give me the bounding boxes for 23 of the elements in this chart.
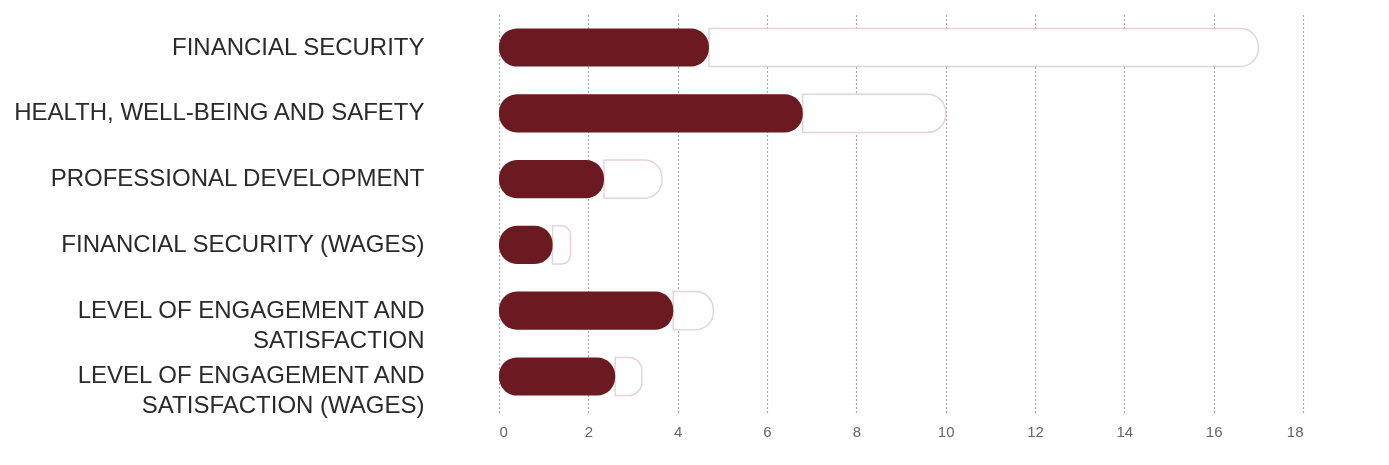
bar <box>499 94 803 133</box>
x-tick-label: 6 <box>763 422 772 440</box>
x-tick-label: 8 <box>852 422 862 440</box>
bar <box>499 357 616 396</box>
x-tick-label: 2 <box>584 422 594 440</box>
y-tick-label: FINANCIAL SECURITY <box>172 32 425 60</box>
y-tick-label: LEVEL OF ENGAGEMENT AND SATISFACTION <box>77 295 425 353</box>
x-tick-label: 14 <box>1116 422 1134 440</box>
bar <box>499 28 709 67</box>
bar <box>551 225 572 265</box>
x-tick-label: 12 <box>1027 422 1044 440</box>
bar <box>603 159 663 199</box>
bar <box>801 93 947 134</box>
x-tick-label: 0 <box>499 422 508 440</box>
bar <box>499 291 674 330</box>
x-tick-label: 4 <box>673 422 683 440</box>
x-tick-label: 10 <box>937 422 955 440</box>
y-tick-label: PROFESSIONAL DEVELOPMENT <box>50 164 425 192</box>
y-tick-label: FINANCIAL SECURITY (WAGES) <box>61 229 425 257</box>
y-tick-label: LEVEL OF ENGAGEMENT AND SATISFACTION (WAGES) <box>77 361 425 419</box>
y-tick-label: HEALTH, WELL-BEING AND SAFETY <box>14 98 425 126</box>
x-tick-label: 18 <box>1286 422 1304 440</box>
x-tick-label: 16 <box>1205 422 1223 440</box>
